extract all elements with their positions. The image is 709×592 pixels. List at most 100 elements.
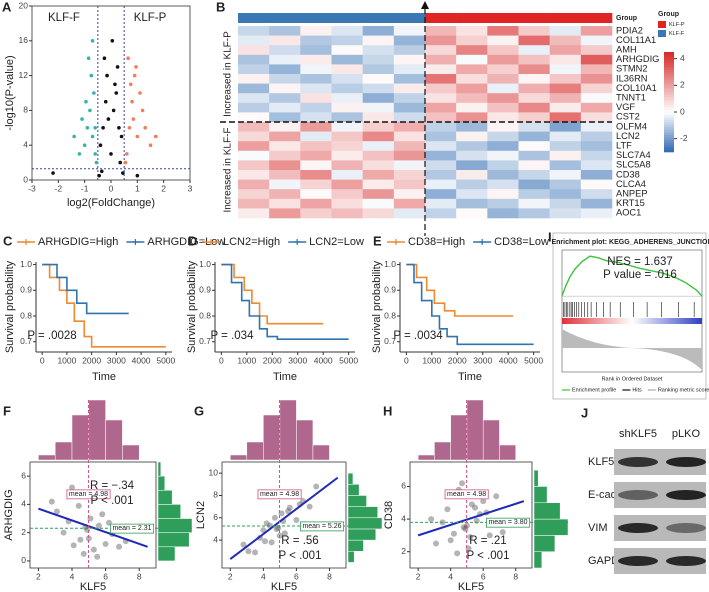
gene-label: COL11A1: [616, 35, 656, 45]
heatmap-cell: [393, 179, 426, 190]
histogram-bar: [533, 518, 569, 536]
heatmap-cell: [238, 74, 270, 84]
heatmap-cell: [362, 112, 395, 123]
colorbar-step: [664, 104, 674, 108]
point: [123, 160, 128, 165]
colorbar-step: [664, 147, 674, 150]
heatmap-cell: [487, 45, 519, 56]
histogram-bar: [533, 469, 539, 487]
heatmap-cell: [362, 45, 395, 56]
point: [119, 134, 124, 139]
legend-marker: [132, 239, 139, 245]
heatmap-cell: [518, 83, 550, 94]
point: [99, 169, 104, 174]
heatmap-cell: [393, 54, 426, 65]
x-tick-label: -2: [55, 183, 63, 193]
point: [114, 91, 119, 95]
survival-curve: [221, 263, 349, 340]
histogram-bar: [450, 414, 468, 461]
point: [84, 99, 88, 104]
heatmap-cell: [331, 54, 363, 65]
heatmap-cell: [456, 122, 488, 132]
gene-label: LCN2: [616, 131, 640, 141]
heatmap-cell: [425, 83, 457, 94]
x-tick-label: 4000: [314, 355, 333, 365]
heatmap-cell: [393, 64, 426, 75]
x-tick-label: 2000: [82, 355, 101, 365]
x-tick-label: 3000: [288, 355, 307, 365]
heatmap-cell: [269, 189, 301, 200]
heatmap-cell: [580, 112, 613, 123]
heatmap-cell: [300, 112, 332, 123]
heatmap-cell: [300, 141, 332, 152]
survival-curve: [406, 263, 534, 346]
panel-label: C: [3, 233, 13, 248]
label-box: [486, 517, 531, 528]
heatmap-cell: [580, 122, 613, 132]
heatmap-cell: [425, 45, 457, 56]
gene-label: ARHGDIG: [616, 54, 659, 64]
heatmap-cell: [393, 160, 426, 171]
legend-marker: [208, 239, 214, 245]
heatmap-cell: [580, 141, 613, 152]
histogram-bar: [347, 472, 354, 485]
group-bar: [425, 13, 457, 23]
panel-label: D: [188, 233, 197, 248]
colorbar-step: [664, 52, 674, 55]
point: [459, 480, 466, 487]
heatmap-cell: [549, 189, 582, 200]
panel-label: G: [194, 403, 204, 418]
y-tick-label: 12: [19, 70, 29, 80]
x-tick-label: 2000: [263, 355, 282, 365]
mean-label: mean = 4.98: [260, 491, 299, 498]
point: [72, 134, 76, 139]
x-tick-label: 0: [404, 355, 409, 365]
heatmap-cell: [269, 198, 301, 209]
heatmap-cell: [269, 54, 301, 65]
heatmap-cell: [487, 150, 519, 161]
x-axis-title: Rank in Ordered Dataset: [602, 376, 663, 382]
heatmap-cell: [331, 35, 363, 46]
colorbar-step: [664, 94, 674, 98]
point: [102, 540, 109, 547]
point: [87, 515, 94, 522]
heatmap-cell: [331, 112, 363, 123]
y-axis-title: LCN2: [195, 501, 207, 529]
statistic: R = .21: [469, 535, 506, 547]
point: [138, 91, 142, 95]
x-tick-label: 2: [228, 571, 233, 581]
y-axis-title: Survival probability: [186, 260, 198, 353]
point: [109, 152, 113, 156]
point: [468, 501, 475, 508]
heatmap-cell: [331, 64, 363, 75]
heatmap-cell: [580, 131, 613, 142]
heatmap-cell: [238, 208, 270, 219]
heatmap-cell: [425, 160, 457, 171]
histogram-bar: [88, 399, 106, 461]
heatmap-cell: [393, 208, 426, 219]
heatmap-cell: [487, 102, 519, 113]
histogram-bar: [157, 518, 193, 533]
x-tick-label: 8: [327, 571, 332, 581]
heatmap-cell: [300, 170, 332, 180]
heatmap-cell: [425, 141, 457, 152]
x-tick-label: 2: [36, 571, 41, 581]
x-axis-title: KLF5: [271, 581, 297, 592]
group-bar: [487, 13, 519, 23]
heatmap-cell: [331, 150, 363, 161]
heatmap-cell: [300, 198, 332, 209]
colorbar-step: [664, 82, 674, 85]
heatmap-cell: [269, 83, 301, 94]
point: [131, 117, 136, 121]
heatmap-cell: [456, 54, 488, 65]
heatmap-cell: [362, 170, 395, 180]
y-tick-label: 4: [213, 534, 218, 544]
histogram-bar: [157, 475, 166, 491]
colorbar-step: [664, 142, 674, 145]
colorbar-step: [664, 117, 674, 120]
heatmap-cell: [300, 208, 332, 219]
heatmap-cell: [425, 150, 457, 161]
heatmap-cell: [549, 160, 582, 171]
heatmap-cell: [549, 74, 582, 84]
